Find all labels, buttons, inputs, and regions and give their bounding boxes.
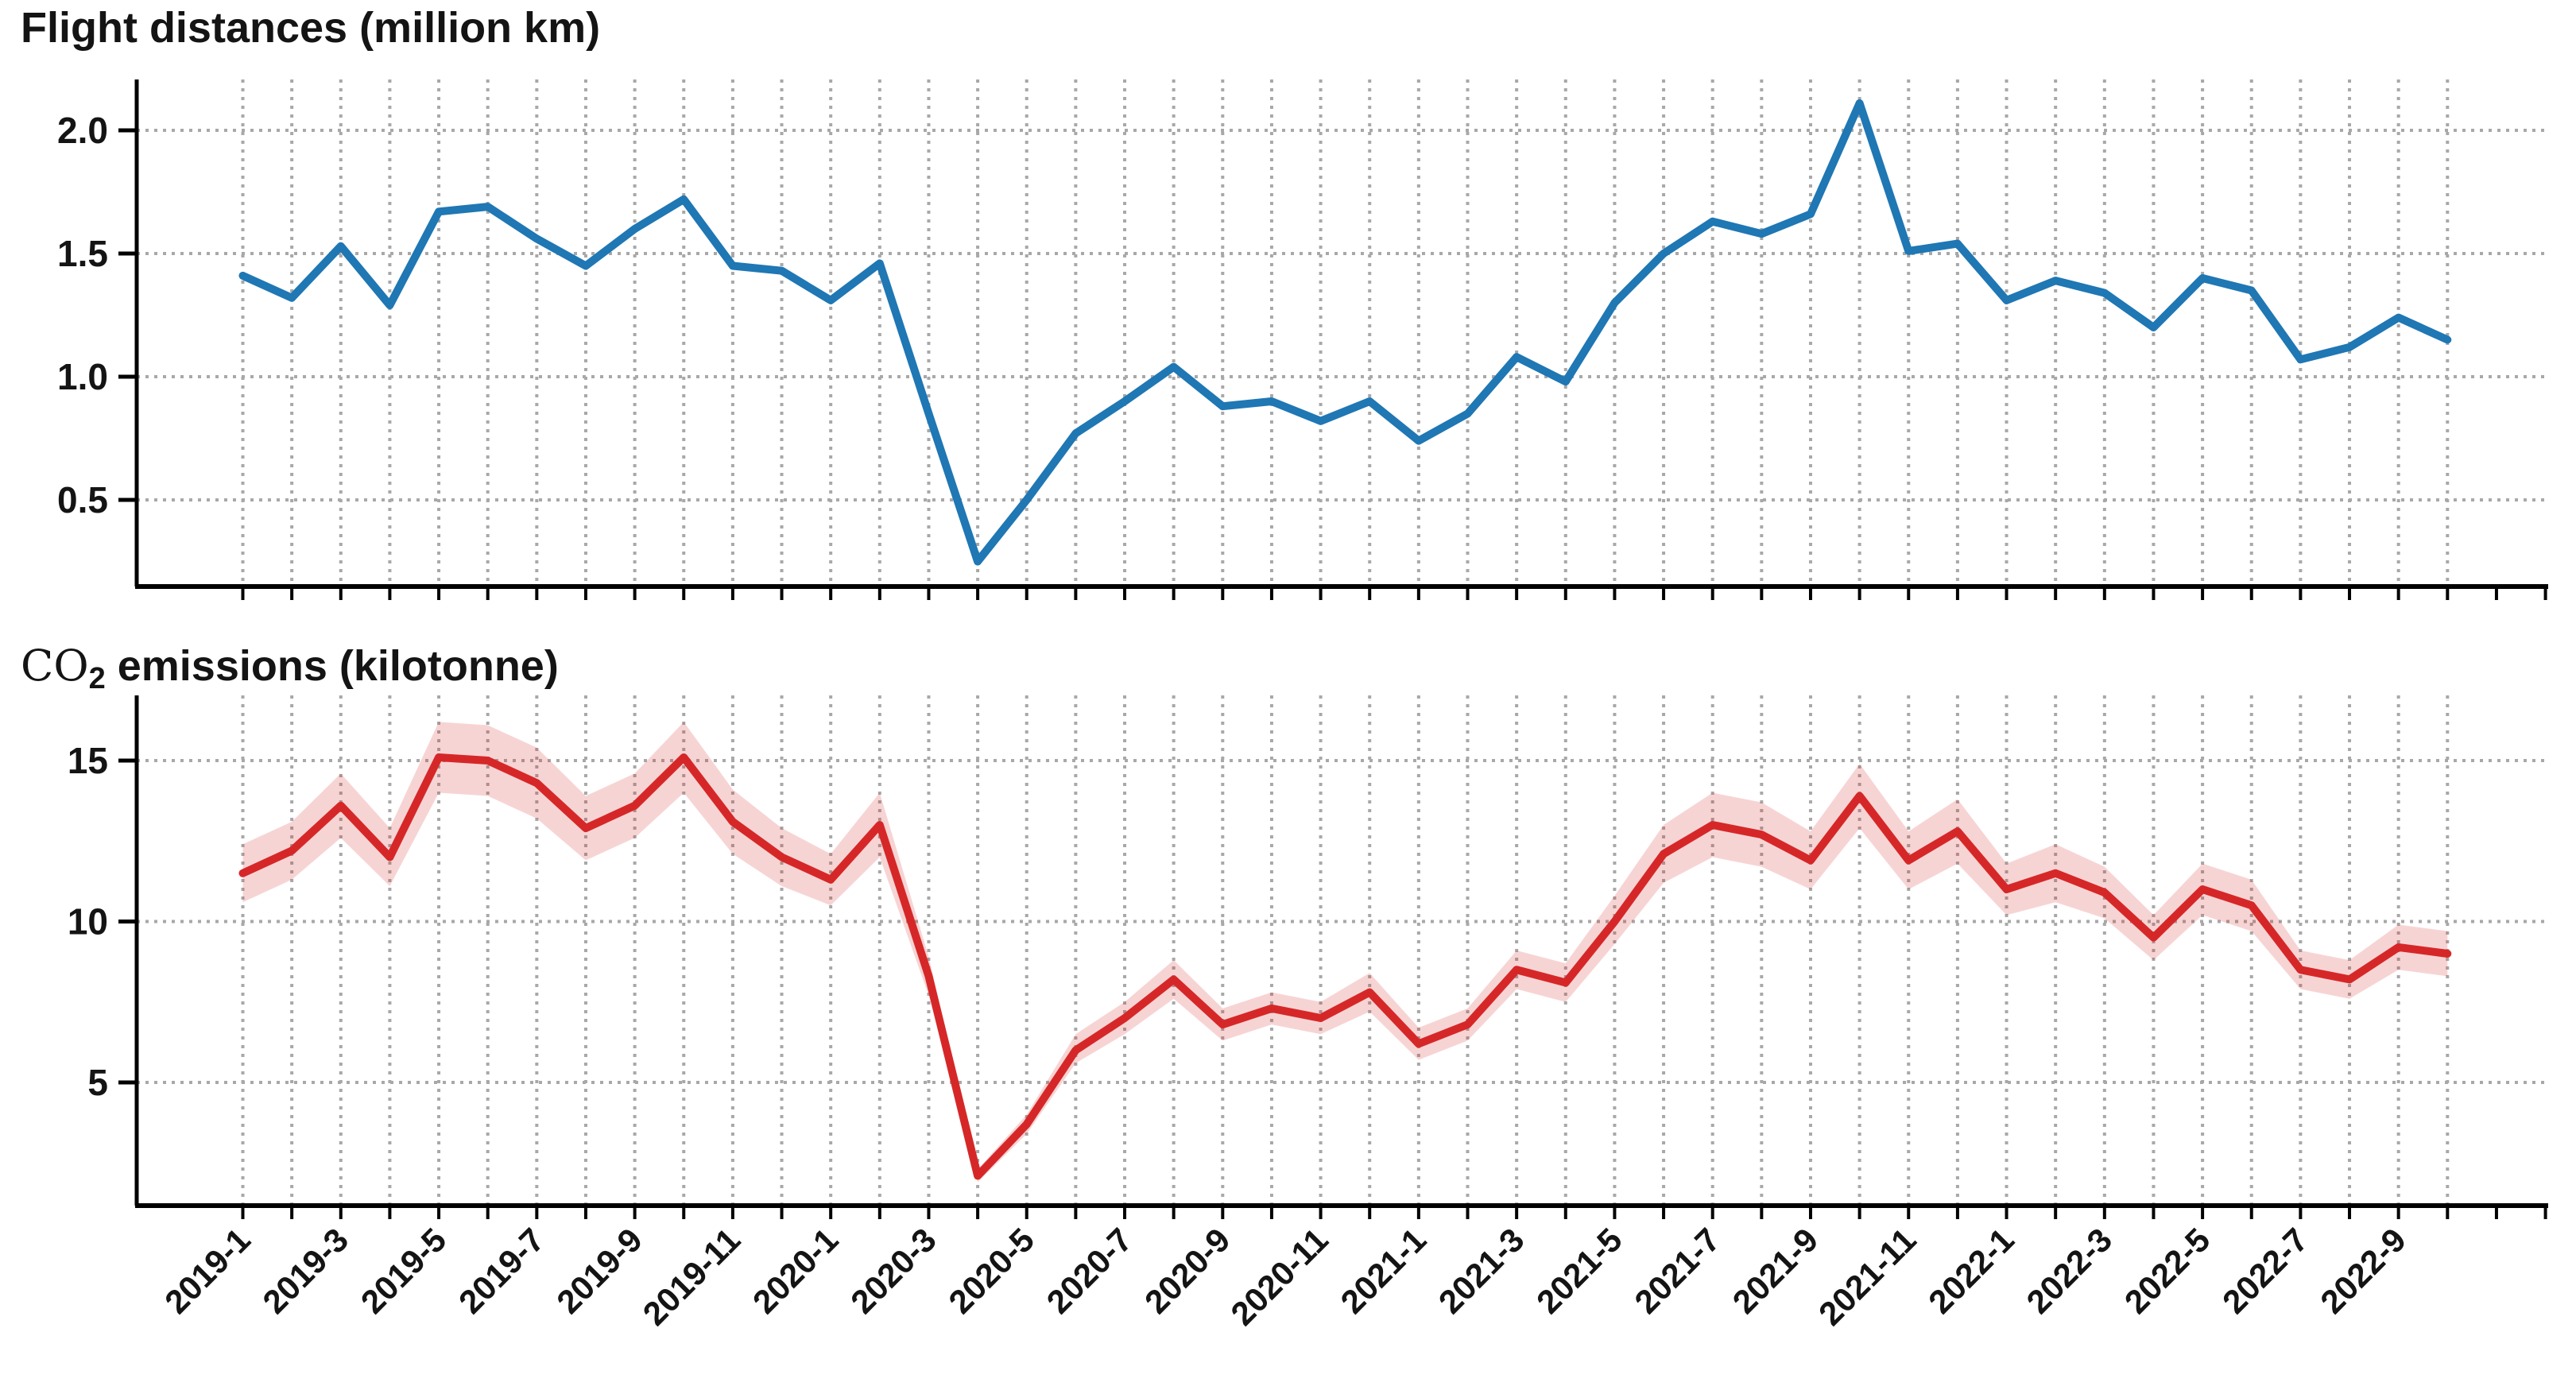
x-tick-label: 2021-9 — [1726, 1221, 1826, 1321]
y-tick-label: 10 — [68, 901, 108, 943]
x-tick-label: 2019-5 — [354, 1221, 454, 1321]
y-tick-label: 1.0 — [57, 356, 108, 397]
series-line-co2-emissions — [238, 753, 2452, 1180]
x-tick-label: 2020-9 — [1137, 1221, 1238, 1321]
y-tick-label: 1.5 — [57, 233, 108, 274]
x-tick-label: 2022-1 — [1921, 1221, 2021, 1321]
x-tick-label: 2019-9 — [549, 1221, 649, 1321]
bottom-chart-title: CO2 emissions (kilotonne) — [21, 641, 559, 696]
y-tick-label: 2.0 — [57, 110, 108, 151]
y-tick-label: 5 — [87, 1062, 108, 1103]
x-tick-label: 2022-5 — [2117, 1221, 2218, 1321]
series-line-flight-distances — [238, 99, 2452, 566]
x-tick-label: 2020-5 — [941, 1221, 1041, 1321]
x-tick-label: 2022-3 — [2019, 1221, 2119, 1321]
x-tick-label: 2021-5 — [1529, 1221, 1629, 1321]
x-tick-label: 2019-7 — [451, 1221, 552, 1321]
x-tick-label: 2022-7 — [2215, 1221, 2315, 1321]
x-tick-label: 2021-3 — [1431, 1221, 1532, 1321]
x-tick-label: 2021-11 — [1811, 1221, 1923, 1333]
x-tick-label: 2019-1 — [157, 1221, 258, 1321]
bottom-title-rest: emissions (kilotonne) — [105, 642, 559, 690]
x-tick-label: 2020-1 — [746, 1221, 846, 1321]
x-tick-label: 2019-11 — [636, 1221, 748, 1333]
y-tick-label: 0.5 — [57, 479, 108, 521]
confidence-band — [242, 722, 2448, 1183]
co2-subscript: 2 — [88, 662, 106, 695]
x-tick-label: 2020-7 — [1040, 1221, 1140, 1321]
x-tick-label: 2020-11 — [1223, 1221, 1335, 1333]
y-tick-label: 15 — [68, 740, 108, 781]
x-tick-label: 2021-1 — [1334, 1221, 1434, 1321]
top-chart-title: Flight distances (million km) — [21, 4, 601, 52]
co2-formula-text: CO — [21, 641, 89, 691]
x-tick-label: 2020-3 — [843, 1221, 943, 1321]
x-tick-label: 2022-9 — [2313, 1221, 2413, 1321]
x-tick-label: 2021-7 — [1627, 1221, 1727, 1321]
x-tick-label: 2019-3 — [255, 1221, 355, 1321]
